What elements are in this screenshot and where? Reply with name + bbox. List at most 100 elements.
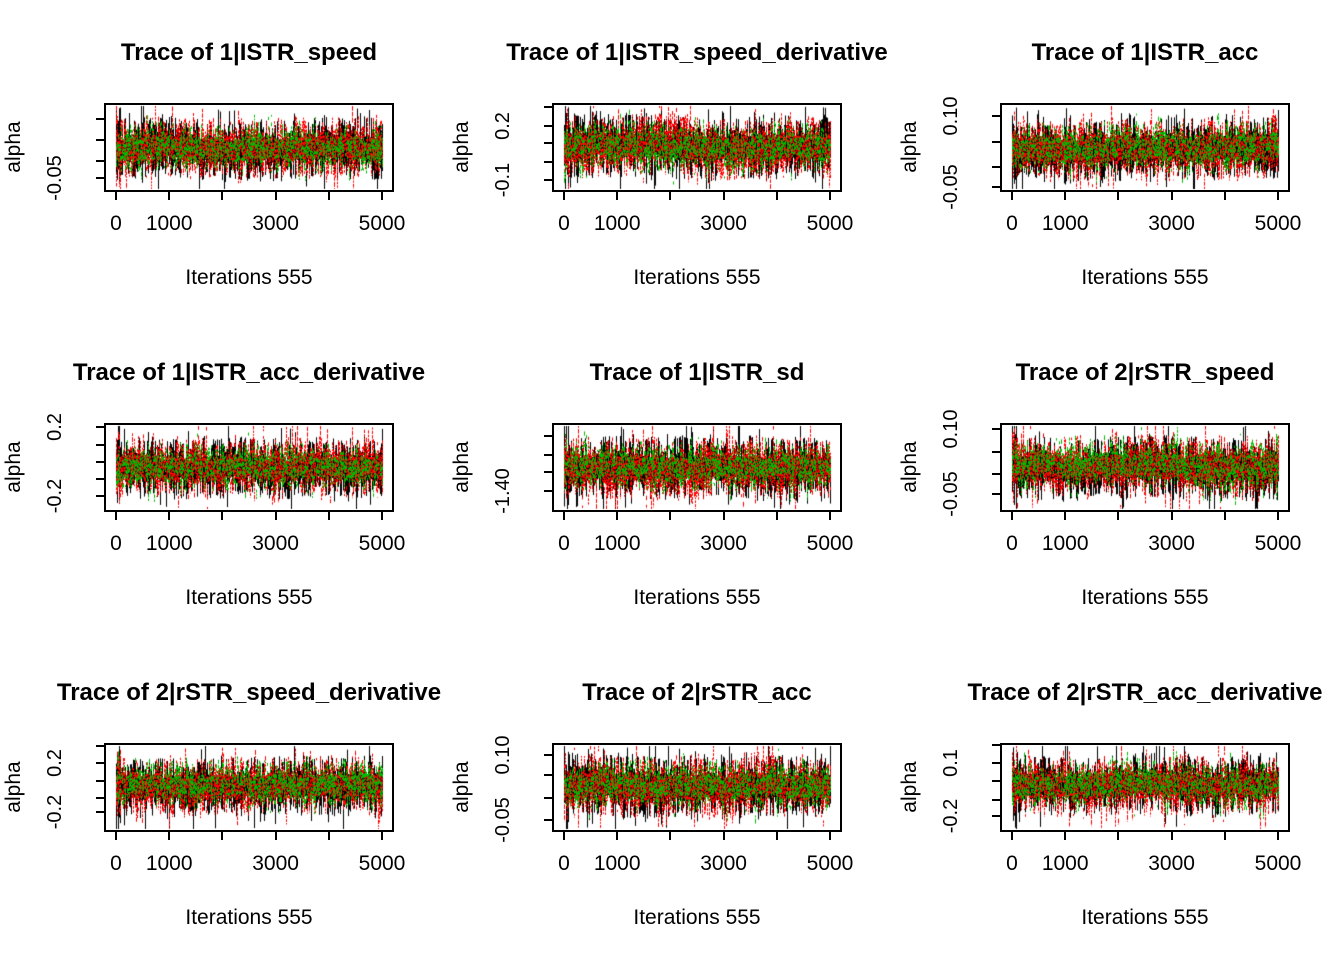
x-axis-tick [327, 192, 330, 200]
x-axis-label: Iterations 555 [633, 266, 761, 289]
y-tick-label: -0.05 [492, 797, 514, 844]
x-axis-tick [115, 832, 117, 840]
y-tick-label: -0.05 [940, 163, 962, 210]
panel-title: Trace of 1|ISTR_acc [1031, 39, 1259, 66]
x-axis-tick [1064, 512, 1067, 520]
panel-title: Trace of 2|rSTR_acc_derivative [967, 679, 1323, 706]
x-tick-label: 0 [110, 532, 122, 555]
x-axis-tick [1170, 512, 1173, 520]
x-axis-tick [1223, 192, 1226, 200]
x-axis-label: Iterations 555 [1081, 586, 1209, 609]
x-axis-label: Iterations 555 [185, 906, 313, 929]
panel-title: Trace of 1|ISTR_acc_derivative [72, 359, 426, 386]
y-axis-tick [992, 743, 1000, 746]
x-axis-tick [722, 832, 725, 840]
x-axis-tick [722, 512, 725, 520]
x-axis-tick [115, 192, 117, 200]
plot-area [104, 743, 394, 832]
x-axis-tick [829, 832, 831, 840]
x-axis-tick [669, 512, 672, 520]
x-tick-label: 0 [558, 852, 570, 875]
x-axis-label: Iterations 555 [633, 586, 761, 609]
trace-panel: Trace of 1|ISTR_acc alpha Iterations 555… [896, 0, 1344, 320]
x-axis-label: Iterations 555 [185, 586, 313, 609]
y-axis-tick [96, 444, 104, 446]
x-axis-tick [221, 512, 224, 520]
x-axis-label: Iterations 555 [1081, 906, 1209, 929]
x-axis-tick [1064, 832, 1067, 840]
trace-panel: Trace of 2|rSTR_speed alpha Iterations 5… [896, 320, 1344, 640]
trace-canvas [106, 745, 392, 830]
trace-canvas [1002, 105, 1288, 190]
plot-area [552, 743, 842, 832]
x-axis-tick [669, 832, 672, 840]
x-axis-tick [381, 192, 383, 200]
y-axis-tick [992, 185, 1000, 188]
x-axis-tick [829, 512, 831, 520]
x-axis-tick [616, 832, 619, 840]
x-axis-tick [168, 192, 171, 200]
plot-area [552, 423, 842, 512]
x-tick-label: 5000 [358, 852, 406, 875]
x-tick-label: 3000 [700, 212, 747, 235]
y-axis-tick [96, 478, 104, 481]
x-tick-label: 3000 [252, 532, 299, 555]
y-axis-tick [96, 138, 104, 141]
x-tick-label: 0 [110, 852, 122, 875]
x-tick-label: 0 [1006, 532, 1018, 555]
y-axis-label: alpha [450, 441, 473, 493]
y-axis-tick [96, 810, 104, 813]
x-tick-label: 5000 [358, 532, 406, 555]
y-tick-label: -0.05 [940, 471, 962, 518]
x-tick-label: 1000 [593, 532, 641, 555]
x-axis-tick [722, 192, 725, 200]
x-tick-label: 1000 [1041, 852, 1089, 875]
y-tick-label: -0.2 [44, 478, 66, 514]
y-axis-tick [544, 124, 552, 127]
x-tick-label: 3000 [1148, 532, 1195, 555]
y-axis-tick [992, 428, 1000, 431]
y-axis-tick [96, 495, 104, 498]
y-axis-tick [992, 140, 1000, 143]
trace-panel: Trace of 2|rSTR_acc alpha Iterations 555… [448, 640, 896, 960]
y-axis-tick [96, 744, 104, 747]
x-tick-label: 1000 [593, 852, 641, 875]
y-tick-label: -0.1 [492, 162, 514, 197]
y-axis-tick [96, 779, 104, 782]
y-axis-tick [544, 142, 552, 145]
y-axis-tick [992, 115, 1000, 118]
y-axis-label: alpha [898, 441, 921, 493]
x-axis-tick [327, 512, 330, 520]
plot-area [104, 103, 394, 192]
x-axis-tick [1277, 192, 1279, 200]
y-axis-tick [96, 176, 104, 179]
y-axis-tick [96, 797, 104, 800]
x-axis-label: Iterations 555 [1081, 266, 1209, 289]
trace-canvas [554, 745, 840, 830]
y-axis-tick [96, 460, 104, 463]
x-tick-label: 3000 [700, 852, 747, 875]
x-axis-tick [381, 832, 383, 840]
plot-area [1000, 423, 1290, 512]
panel-title: Trace of 2|rSTR_speed_derivative [56, 679, 442, 706]
y-axis-tick [544, 797, 552, 800]
y-axis-tick [992, 493, 1000, 496]
x-axis-tick [1117, 832, 1120, 840]
trace-panel: Trace of 2|rSTR_acc_derivative alpha Ite… [896, 640, 1344, 960]
x-axis-tick [1011, 512, 1013, 520]
x-axis-tick [1170, 832, 1173, 840]
trace-canvas [106, 425, 392, 510]
y-axis-label: alpha [898, 121, 921, 173]
x-axis-label: Iterations 555 [185, 266, 313, 289]
x-axis-label: Iterations 555 [633, 906, 761, 929]
trace-canvas [106, 105, 392, 190]
y-axis-tick [96, 426, 104, 429]
y-tick-label: -0.05 [44, 155, 66, 201]
y-axis-tick [544, 471, 552, 474]
x-axis-tick [563, 192, 565, 200]
x-tick-label: 5000 [806, 852, 854, 875]
x-axis-tick [775, 832, 778, 840]
x-axis-tick [775, 512, 778, 520]
plot-area [552, 103, 842, 192]
y-axis-tick [96, 117, 104, 120]
